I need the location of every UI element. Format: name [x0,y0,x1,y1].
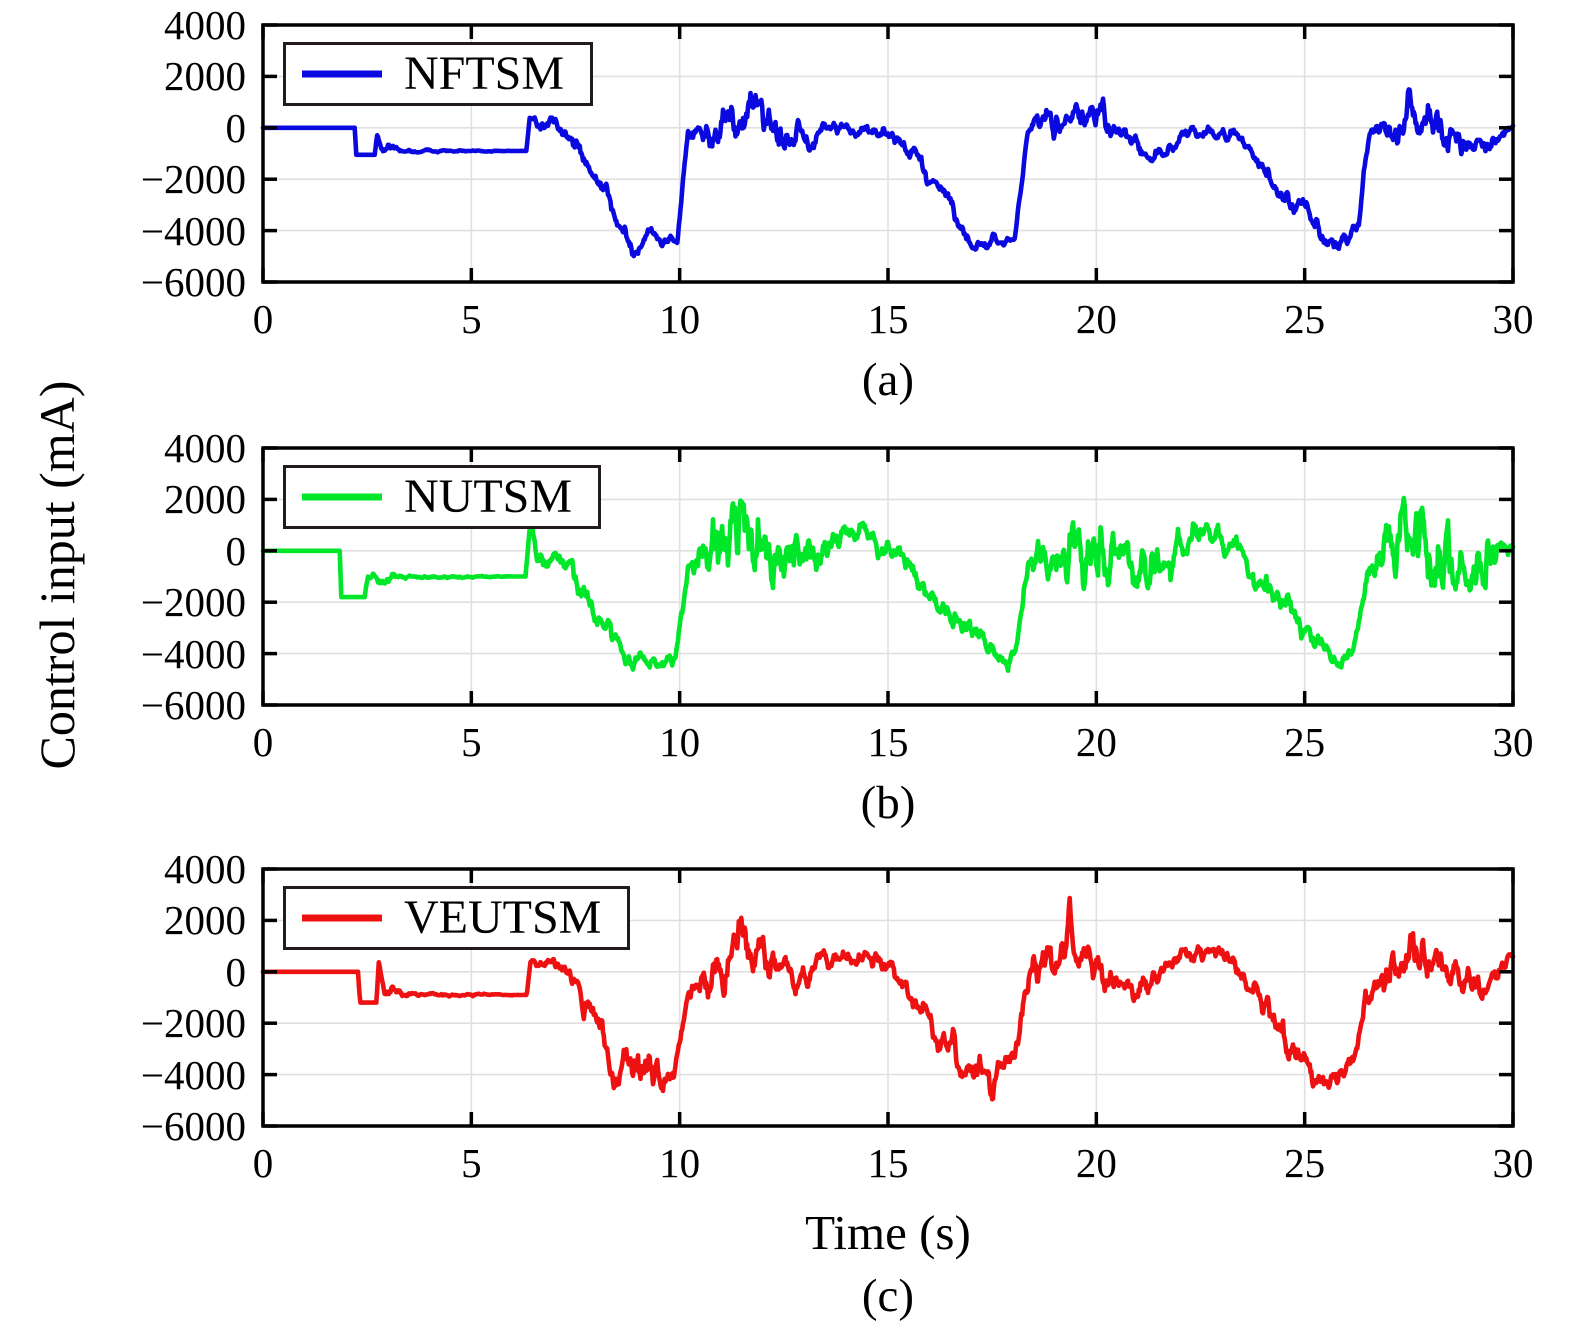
series-line-nftsm [260,87,1516,259]
x-tick-label: 0 [252,1140,274,1186]
legend-line-swatch [302,914,382,922]
panel-b-caption: (b) [860,777,916,829]
x-tick-label: 30 [1492,296,1534,342]
y-tick-label: 2000 [164,476,246,523]
legend-nftsm: NFTSM [283,42,594,106]
y-tick-label: 2000 [164,53,246,100]
grid-lines [263,869,1513,1126]
panel-c: 4000 2000 0 −2000 −4000 −6000 VEUTSM 0 5 10 15 20… [0,846,1575,1339]
y-tick-label: 0 [225,104,247,151]
y-tick-label: −2000 [140,1000,246,1047]
x-tick-label: 20 [1075,719,1117,765]
x-tick-label: 5 [461,296,482,342]
y-tick-label: 4000 [164,846,246,892]
y-tick-label: −6000 [140,682,246,728]
panel-a-caption: (a) [861,354,915,406]
y-tick-label: 0 [225,527,247,574]
legend-nutsm: NUTSM [283,465,602,529]
x-tick-label: 25 [1284,1140,1326,1186]
x-tick-label: 5 [461,719,482,765]
legend-label: VEUTSM [404,891,602,944]
x-tick-label: 15 [867,296,909,342]
y-tick-label: −4000 [140,207,246,254]
grid-lines [263,448,1513,705]
y-tick-label: −2000 [140,579,246,626]
x-axis-label: Time (s) [805,1205,971,1260]
x-tick-label: 25 [1284,296,1326,342]
x-tick-label: 30 [1492,719,1534,765]
x-tick-label: 0 [252,719,274,765]
x-tick-label: 10 [659,296,701,342]
y-tick-label: 4000 [164,425,246,471]
y-tick-label: 2000 [164,897,246,944]
x-tick-label: 30 [1492,1140,1534,1186]
x-tick-label: 5 [461,1140,482,1186]
legend-veutsm: VEUTSM [283,886,631,950]
x-tick-label: 10 [659,1140,701,1186]
y-tick-label: −2000 [140,156,246,203]
panel-c-caption: (c) [861,1270,915,1322]
x-tick-label: 25 [1284,719,1326,765]
y-tick-label: 0 [225,948,247,995]
y-tick-label: −6000 [140,259,246,305]
legend-label: NFTSM [404,47,565,100]
legend-label: NUTSM [404,470,573,523]
x-tick-label: 0 [252,296,274,342]
axes-border-and-ticks [261,23,1515,284]
x-tick-label: 15 [867,719,909,765]
y-tick-label: −6000 [140,1103,246,1149]
y-tick-label: 4000 [164,2,246,48]
series-line-nutsm [260,495,1516,673]
x-tick-label: 15 [867,1140,909,1186]
y-tick-label: −4000 [140,630,246,677]
plot-area-veutsm [260,867,1516,1128]
axes-border-and-ticks [261,867,1515,1128]
y-tick-label: −4000 [140,1051,246,1098]
legend-line-swatch [302,70,382,78]
legend-line-swatch [302,493,382,501]
x-tick-label: 20 [1075,1140,1117,1186]
x-tick-label: 20 [1075,296,1117,342]
series-line-veutsm [260,895,1516,1102]
axes-border-and-ticks [261,446,1515,707]
panel-a: 4000 2000 0 −2000 −4000 −6000 NFTSM 0 5 10 15 20 2… [0,2,1575,495]
plot-area-nutsm [260,446,1516,707]
panel-b: 4000 2000 0 −2000 −4000 −6000 NUTSM 0 5 10 15 20 2… [0,425,1575,918]
x-tick-label: 10 [659,719,701,765]
